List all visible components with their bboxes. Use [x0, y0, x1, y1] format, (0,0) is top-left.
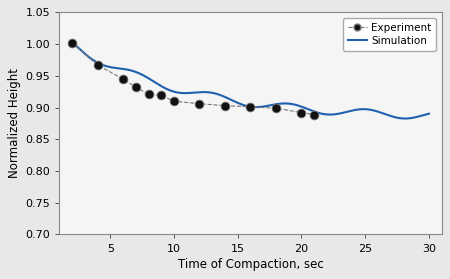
Simulation — [297, 104, 302, 108]
X-axis label: Time of Compaction, sec: Time of Compaction, sec — [178, 258, 324, 271]
Point — [247, 105, 254, 109]
Line: Simulation: Simulation — [72, 42, 429, 119]
Simulation — [286, 102, 291, 105]
Point — [196, 102, 203, 106]
Point — [310, 112, 318, 117]
Point — [132, 85, 140, 90]
Point — [158, 93, 165, 98]
Point — [171, 99, 178, 104]
Point — [94, 63, 101, 67]
Point — [298, 110, 305, 115]
Point — [272, 106, 279, 110]
Simulation — [277, 102, 282, 105]
Simulation — [340, 111, 346, 114]
Point — [119, 77, 126, 81]
Point — [145, 92, 152, 97]
Simulation — [91, 59, 97, 62]
Point — [221, 104, 229, 108]
Y-axis label: Normalized Height: Normalized Height — [9, 68, 21, 178]
Point — [68, 40, 76, 45]
Simulation — [69, 40, 75, 44]
Simulation — [426, 112, 432, 115]
Simulation — [403, 117, 408, 120]
Simulation — [377, 110, 382, 114]
Legend: Experiment, Simulation: Experiment, Simulation — [343, 18, 436, 51]
